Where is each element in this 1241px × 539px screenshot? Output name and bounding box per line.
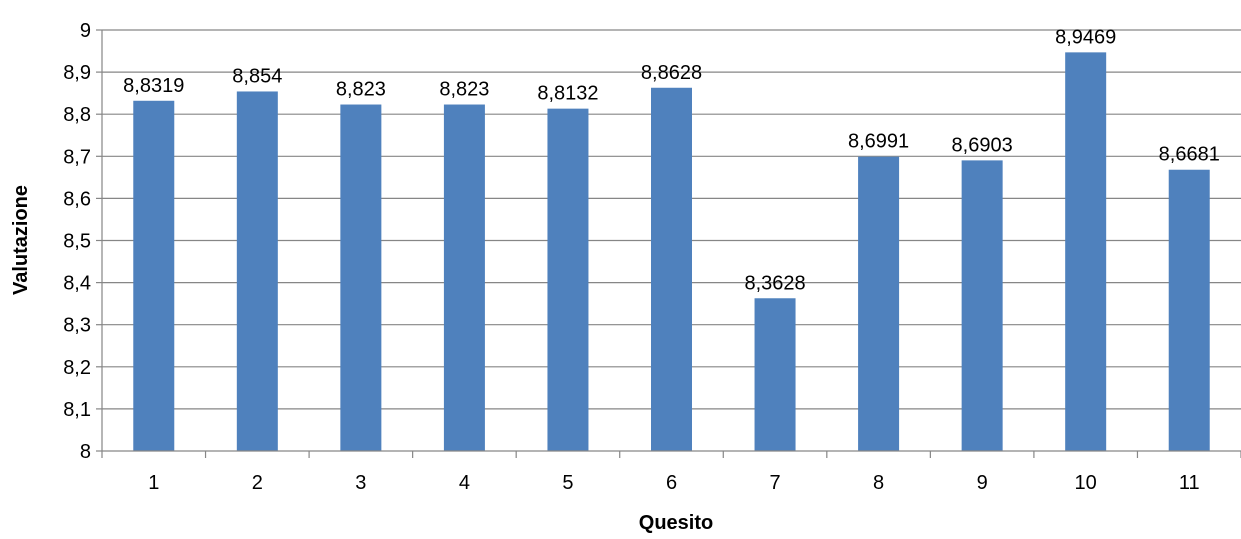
x-tick-label: 7: [769, 472, 780, 494]
y-tick-label: 9: [80, 20, 91, 42]
y-tick-label: 8,4: [63, 273, 91, 295]
data-label: 8,6903: [952, 134, 1013, 156]
data-label: 8,9469: [1055, 26, 1116, 48]
data-label: 8,854: [232, 65, 282, 87]
x-tick-label: 10: [1075, 472, 1097, 494]
bar: [443, 104, 485, 451]
y-tick-label: 8,7: [63, 146, 91, 168]
y-tick-label: 8,8: [63, 104, 91, 126]
bar: [340, 104, 382, 451]
y-tick-label: 8,2: [63, 357, 91, 379]
x-tick-label: 9: [977, 472, 988, 494]
x-tick-label: 4: [459, 472, 470, 494]
y-axis-title: Valutazione: [10, 185, 32, 295]
x-tick-label: 5: [562, 472, 573, 494]
x-tick-label: 3: [355, 472, 366, 494]
y-tick-label: 8,6: [63, 188, 91, 210]
data-label: 8,8132: [537, 83, 598, 105]
data-label: 8,8319: [123, 75, 184, 97]
data-label: 8,823: [439, 79, 489, 101]
data-label: 8,823: [336, 79, 386, 101]
y-tick-label: 8,5: [63, 231, 91, 253]
data-label: 8,3628: [744, 272, 805, 294]
bar: [133, 100, 175, 451]
y-tick-label: 8,1: [63, 399, 91, 421]
bars: [133, 52, 1210, 452]
data-label: 8,6991: [848, 131, 909, 153]
y-tick-label: 8,9: [63, 62, 91, 84]
bar: [1065, 52, 1107, 451]
bar: [858, 156, 900, 451]
bar: [651, 87, 692, 451]
bar: [961, 160, 1003, 451]
bar: [236, 91, 278, 451]
y-tick-label: 8,3: [63, 315, 91, 337]
data-label: 8,6681: [1159, 144, 1220, 166]
x-tick-label: 1: [148, 472, 159, 494]
x-tick-label: 8: [873, 472, 884, 494]
bar: [754, 298, 796, 451]
x-tick-label: 11: [1179, 472, 1200, 494]
data-label: 8,8628: [641, 62, 702, 84]
x-axis-title: Quesito: [639, 512, 713, 534]
x-tick-label: 6: [666, 472, 677, 494]
y-tick-label: 8: [80, 441, 91, 463]
bar: [547, 108, 589, 452]
bar: [1168, 169, 1210, 451]
x-tick-label: 2: [252, 472, 263, 494]
labels: 8 8,1 8,2 8,3 8,4 8,5 8,6 8,7 8,8 8,9 9 8,8319 1 8,85…: [63, 20, 1220, 494]
axes: [96, 29, 1241, 458]
